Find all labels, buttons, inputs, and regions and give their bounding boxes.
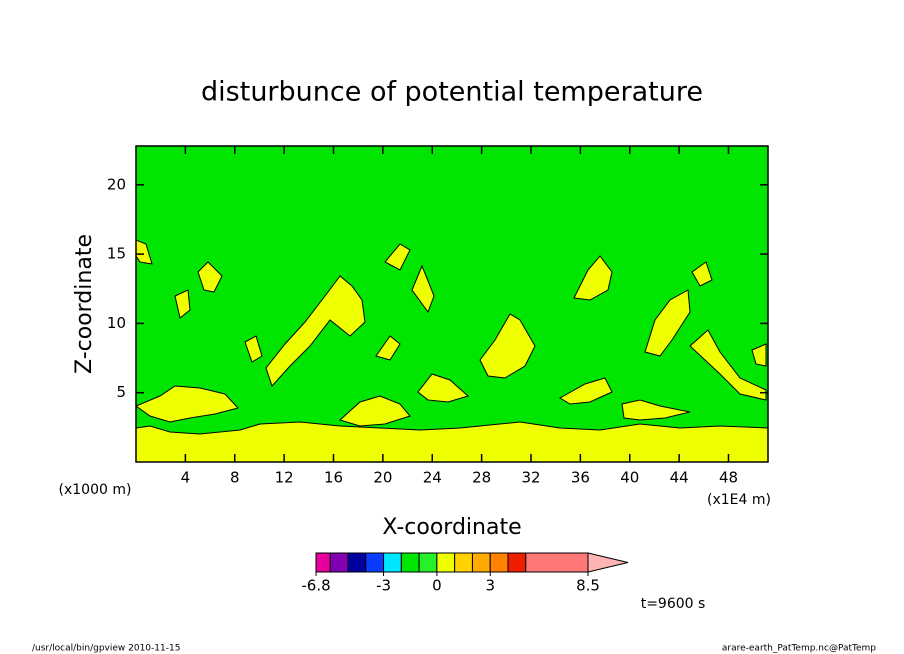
x-tick-label: 4 — [181, 469, 191, 487]
plot-frame — [135, 145, 769, 463]
colorbar-segment — [400, 552, 420, 573]
footer-right: arare-earth_PatTemp.nc@PatTemp — [722, 644, 876, 654]
contour-region — [136, 385, 239, 423]
contour-region — [244, 335, 263, 363]
x-tick-label: 16 — [324, 469, 343, 487]
contour-region — [751, 343, 767, 367]
x-tick-label: 28 — [472, 469, 491, 487]
contour-region — [136, 239, 153, 265]
x-tick-label: 44 — [670, 469, 689, 487]
contour-region — [384, 243, 411, 271]
x-tick-label: 32 — [521, 469, 540, 487]
contour-region — [174, 289, 191, 319]
plot-area — [136, 146, 768, 462]
colorbar-tick-label: 3 — [485, 577, 495, 595]
contour-region — [573, 255, 613, 301]
x-tick-label: 12 — [275, 469, 294, 487]
colorbar-segment — [383, 552, 402, 573]
colorbar-extension — [587, 552, 629, 573]
colorbar-segment — [436, 552, 456, 573]
contour-region — [559, 377, 613, 405]
contour-region — [689, 329, 767, 401]
y-tick-label: 20 — [107, 175, 126, 193]
x-tick-label: 8 — [230, 469, 240, 487]
contour-region — [691, 261, 713, 287]
y-tick-label: 15 — [107, 245, 126, 263]
x-unit: (x1E4 m) — [707, 492, 771, 508]
colorbar-segment — [489, 552, 509, 573]
y-unit: (x1000 m) — [59, 482, 132, 498]
y-tick-label: 5 — [116, 383, 126, 401]
colorbar-segment — [418, 552, 438, 573]
contour-region — [339, 395, 411, 427]
colorbar-segment — [471, 552, 491, 573]
y-tick-label: 10 — [107, 314, 126, 332]
colorbar-segment — [507, 552, 527, 573]
time-label: t=9600 s — [641, 596, 706, 612]
contour-region — [479, 313, 536, 379]
colorbar-segment — [315, 552, 331, 573]
colorbar-segment — [525, 552, 589, 573]
colorbar-segment — [365, 552, 385, 573]
contour-region — [265, 275, 366, 387]
colorbar-tick-label: -6.8 — [301, 577, 330, 595]
contour-region — [411, 264, 435, 314]
colorbar-tick-label: -3 — [376, 577, 391, 595]
contour-region — [644, 289, 691, 357]
contour-region — [621, 399, 691, 421]
contour-region — [197, 261, 223, 293]
x-axis-title: X-coordinate — [382, 515, 521, 540]
colorbar-segment — [454, 552, 473, 573]
contour-region — [417, 373, 470, 403]
colorbar-segment — [347, 552, 367, 573]
chart-title: disturbunce of potential temperature — [201, 77, 703, 108]
x-tick-label: 48 — [719, 469, 738, 487]
colorbar-tick-label: 0 — [432, 577, 442, 595]
x-tick-label: 36 — [571, 469, 590, 487]
colorbar-segment — [329, 552, 349, 573]
x-tick-label: 24 — [423, 469, 442, 487]
colorbar-tick-label: 8.5 — [576, 577, 600, 595]
y-axis-title: Z-coordinate — [72, 234, 97, 374]
footer-left: /usr/local/bin/gpview 2010-11-15 — [32, 644, 180, 654]
contour-region — [136, 421, 768, 462]
x-tick-label: 20 — [373, 469, 392, 487]
contour-region — [375, 335, 401, 361]
x-tick-label: 40 — [620, 469, 639, 487]
